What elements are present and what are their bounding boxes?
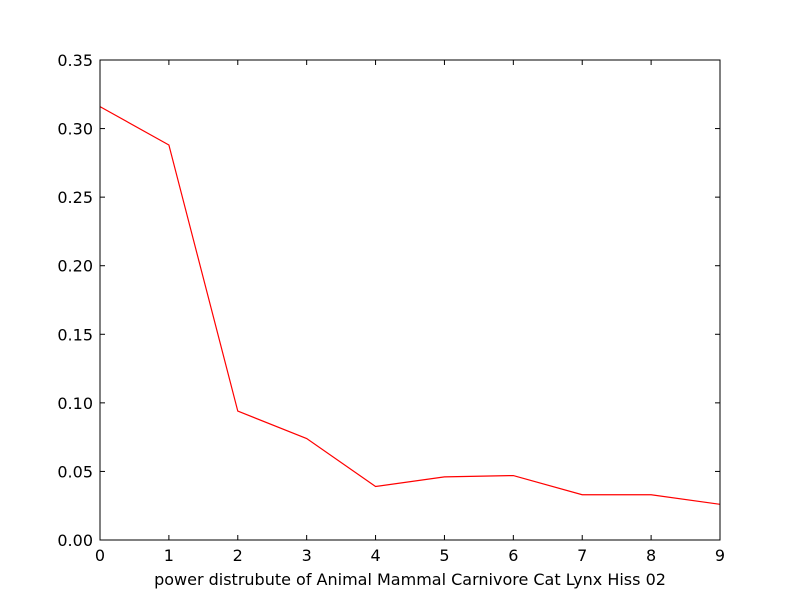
data-series [99, 106, 721, 505]
x-tick-label: 4 [370, 546, 380, 565]
y-tick-label: 0.10 [57, 394, 93, 413]
x-tick-label: 0 [95, 546, 105, 565]
x-tick-label: 7 [577, 546, 587, 565]
y-tick-label: 0.05 [57, 462, 93, 481]
plot-frame [99, 59, 721, 541]
axis-ticks: 0 1 2 3 4 5 6 7 8 9 0.00 0.05 0.10 0.15 0.20 0.25 0.30 0.… [57, 51, 725, 565]
y-tick-label: 0.15 [57, 325, 93, 344]
y-tick-label: 0.00 [57, 531, 93, 550]
y-tick-label: 0.20 [57, 257, 93, 276]
x-tick-label: 2 [233, 546, 243, 565]
x-tick-label: 1 [164, 546, 174, 565]
x-tick-label: 9 [715, 546, 725, 565]
series-line [99, 106, 721, 505]
y-tick-label: 0.35 [57, 51, 93, 70]
x-tick-label: 5 [439, 546, 449, 565]
x-tick-label: 6 [508, 546, 518, 565]
x-tick-label: 3 [302, 546, 312, 565]
x-tick-label: 8 [646, 546, 656, 565]
y-tick-label: 0.25 [57, 188, 93, 207]
y-tick-label: 0.30 [57, 120, 93, 139]
x-axis-label: power distrubute of Animal Mammal Carniv… [154, 570, 666, 589]
